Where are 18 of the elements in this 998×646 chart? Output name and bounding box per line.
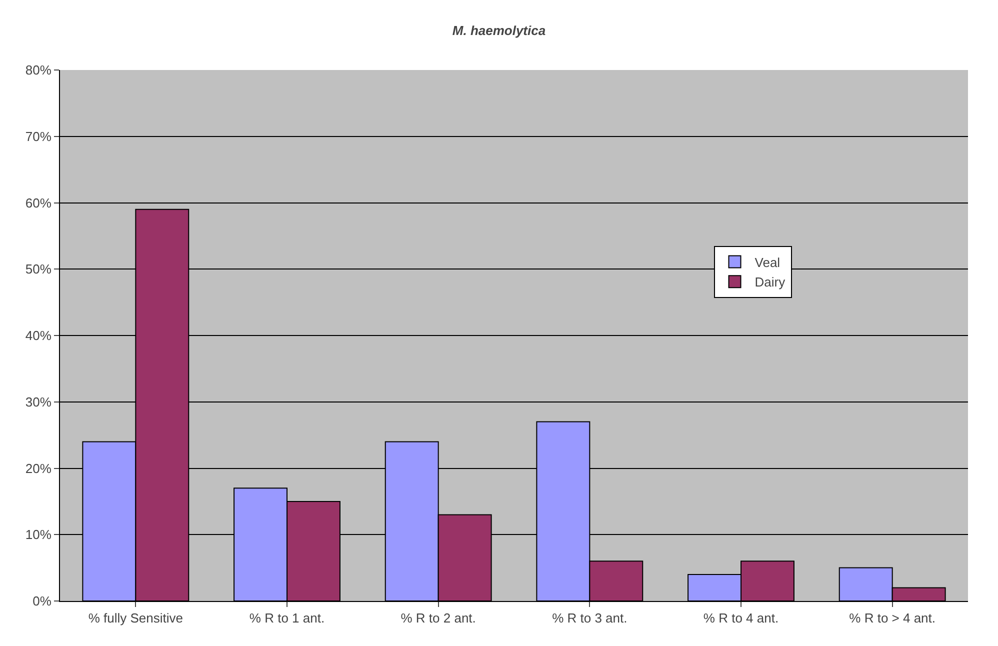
x-tick-label: % fully Sensitive: [88, 610, 183, 626]
y-tick-label: 50%: [25, 262, 52, 277]
x-tick-label: % R to 4 ant.: [703, 610, 779, 626]
y-tick-label: 40%: [25, 328, 52, 344]
y-tick-label: 0%: [32, 594, 52, 609]
y-tick-label: 70%: [25, 128, 52, 144]
y-tick-label: 80%: [25, 62, 52, 78]
y-tick-label: 60%: [25, 195, 52, 210]
y-tick-label: 20%: [25, 460, 52, 476]
x-tick-label: % R to 2 ant.: [400, 610, 476, 626]
x-tick-label: % R to 3 ant.: [552, 610, 628, 626]
chart-title: M. haemolytica: [452, 22, 546, 38]
y-tick-label: 30%: [25, 394, 52, 410]
x-tick-label: % R to 1 ant.: [249, 610, 325, 626]
legend-label: Dairy: [754, 274, 786, 290]
x-tick-label: % R to > 4 ant.: [849, 610, 936, 626]
legend-label: Veal: [754, 254, 780, 270]
y-tick-label: 10%: [25, 527, 52, 542]
